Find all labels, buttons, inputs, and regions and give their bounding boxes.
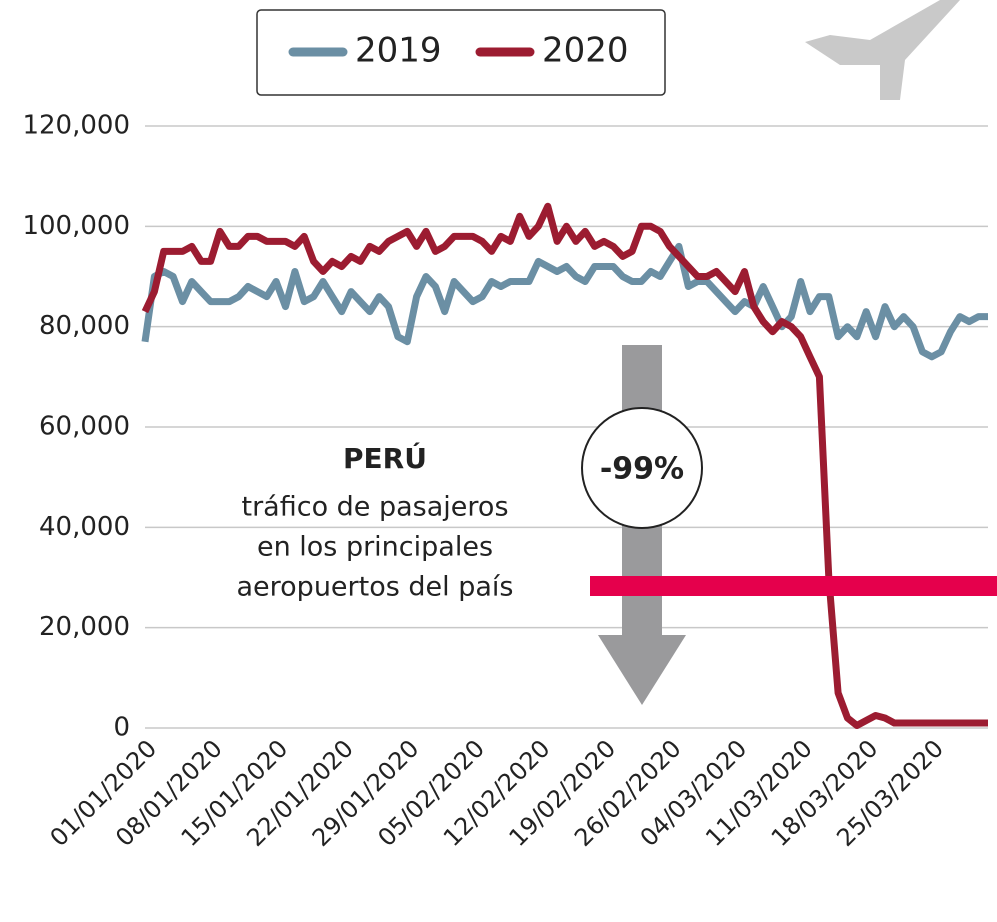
series-line <box>141 202 988 729</box>
annotation-text: tráfico de pasajeros <box>241 492 508 523</box>
y-tick-label: 0 <box>113 713 130 743</box>
overlay-bar <box>590 576 997 596</box>
annotation-text: aeropuertos del país <box>237 572 514 603</box>
y-tick-label: 80,000 <box>39 311 130 341</box>
annotation-title: PERÚ <box>343 441 427 475</box>
series-line <box>141 242 988 361</box>
legend-box <box>256 9 666 96</box>
plane-icon <box>805 0 960 100</box>
legend-label: 2020 <box>542 31 629 71</box>
change-circle <box>581 407 703 529</box>
y-tick-label: 120,000 <box>22 111 130 141</box>
y-tick-label: 60,000 <box>39 412 130 442</box>
legend-label: 2019 <box>355 31 442 71</box>
y-tick-label: 20,000 <box>39 612 130 642</box>
annotation-text: en los principales <box>257 532 493 563</box>
y-tick-label: 100,000 <box>22 211 130 241</box>
y-tick-label: 40,000 <box>39 512 130 542</box>
change-label: -99% <box>600 452 684 487</box>
